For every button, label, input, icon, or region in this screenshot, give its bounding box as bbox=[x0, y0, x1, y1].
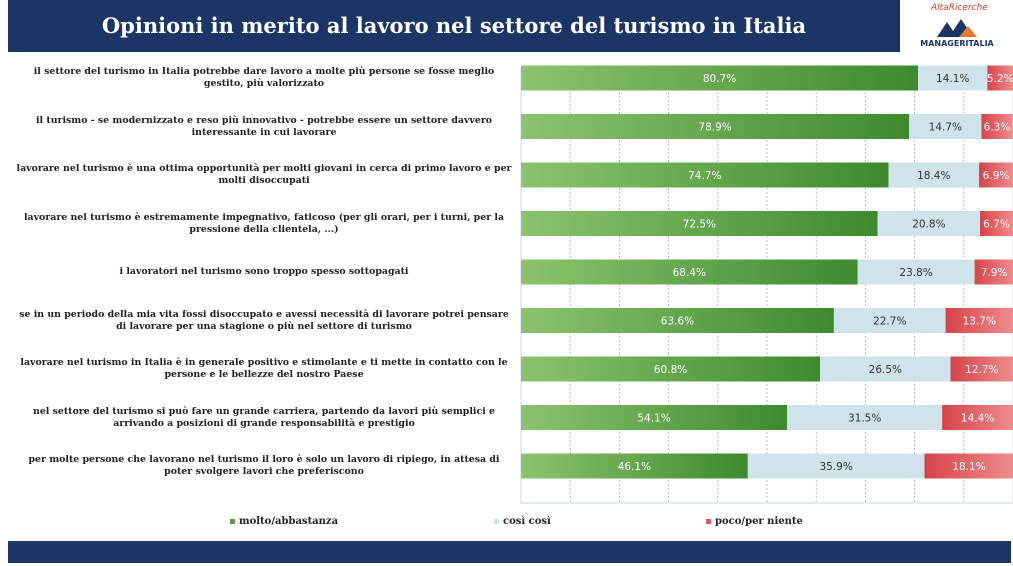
bar-cosi-cosi bbox=[833, 308, 946, 333]
gridlines bbox=[569, 68, 965, 503]
data-label: 14.4% bbox=[961, 413, 994, 425]
bar-poco-per-niente bbox=[974, 259, 1013, 285]
legend-swatch-red bbox=[706, 519, 711, 524]
bar-poco-per-niente bbox=[942, 405, 1013, 430]
bar-cosi-cosi bbox=[918, 65, 988, 91]
logo-manageritalia: MANAGERITALIA bbox=[920, 39, 994, 48]
bar-molto-abbastanza bbox=[521, 211, 878, 236]
bar-cosi-cosi bbox=[787, 405, 943, 430]
data-label: 26.5% bbox=[869, 364, 902, 376]
legend-item-molto: molto/abbastanza bbox=[230, 516, 338, 527]
bar-poco-per-niente bbox=[981, 114, 1013, 139]
logo-mark-icon bbox=[937, 19, 977, 37]
bar-molto-abbastanza bbox=[521, 162, 889, 188]
bar-poco-per-niente bbox=[987, 65, 1013, 91]
bar-molto-abbastanza bbox=[521, 453, 748, 479]
header-bar bbox=[8, 0, 900, 52]
data-label: 80.7% bbox=[703, 73, 736, 85]
data-label: 6.9% bbox=[983, 170, 1010, 182]
data-label: 54.1% bbox=[637, 413, 670, 425]
data-label: 6.3% bbox=[984, 122, 1011, 134]
bar-molto-abbastanza bbox=[521, 308, 834, 333]
data-label: 68.4% bbox=[673, 267, 706, 279]
legend-swatch-lightblue bbox=[494, 519, 499, 524]
bar-molto-abbastanza bbox=[521, 65, 919, 91]
legend-item-poco: poco/per niente bbox=[706, 516, 803, 527]
bar-molto-abbastanza bbox=[521, 259, 858, 285]
data-label: 12.7% bbox=[965, 364, 998, 376]
category-label: i lavoratori nel turismo sono troppo spe… bbox=[119, 266, 409, 277]
data-label: 23.8% bbox=[899, 267, 932, 279]
data-label: 14.7% bbox=[929, 122, 962, 134]
data-label: 22.7% bbox=[873, 316, 906, 328]
category-label: lavorare nel turismo in Italia è in gene… bbox=[20, 357, 508, 380]
bar-cosi-cosi bbox=[747, 453, 925, 479]
data-label: 72.5% bbox=[683, 219, 716, 231]
data-label: 7.9% bbox=[981, 267, 1008, 279]
bar-cosi-cosi bbox=[877, 211, 981, 236]
bars: 80.7% 14.1% 5.2% 78.9% 14.7% 6.3% 74.7% 18.4% 6.… bbox=[521, 65, 1013, 479]
bar-cosi-cosi bbox=[888, 162, 980, 188]
bar-cosi-cosi bbox=[820, 356, 951, 382]
data-label: 78.9% bbox=[698, 122, 731, 134]
data-label: 14.1% bbox=[936, 73, 969, 85]
bar-cosi-cosi bbox=[909, 114, 982, 139]
bar-poco-per-niente bbox=[980, 211, 1013, 236]
data-label: 20.8% bbox=[912, 219, 945, 231]
bar-poco-per-niente bbox=[924, 453, 1013, 479]
bar-molto-abbastanza bbox=[521, 114, 910, 139]
data-label: 5.2% bbox=[987, 73, 1013, 85]
category-label: per molte persone che lavorano nel turis… bbox=[28, 454, 500, 477]
legend-label: poco/per niente bbox=[715, 516, 803, 527]
data-label: 18.4% bbox=[917, 170, 950, 182]
bar-poco-per-niente bbox=[979, 162, 1013, 188]
bar-molto-abbastanza bbox=[521, 405, 788, 430]
data-label: 13.7% bbox=[963, 316, 996, 328]
data-label: 63.6% bbox=[661, 316, 694, 328]
data-label: 60.8% bbox=[654, 364, 687, 376]
bar-molto-abbastanza bbox=[521, 356, 821, 382]
category-label: lavorare nel turismo è una ottima opport… bbox=[16, 163, 512, 186]
footer-bar bbox=[8, 541, 1011, 563]
data-label: 18.1% bbox=[952, 461, 985, 473]
legend-label: molto/abbastanza bbox=[239, 516, 339, 527]
data-label: 46.1% bbox=[618, 461, 651, 473]
data-label: 74.7% bbox=[688, 170, 721, 182]
category-label: il turismo - se modernizzato e reso più … bbox=[35, 114, 493, 138]
legend-swatch-green bbox=[230, 519, 235, 524]
category-label: lavorare nel turismo è estremamente impe… bbox=[23, 211, 505, 235]
category-label: nel settore del turismo si può fare un g… bbox=[33, 405, 495, 429]
data-label: 6.7% bbox=[983, 219, 1010, 231]
data-label: 31.5% bbox=[848, 413, 881, 425]
legend-item-cosi: così così bbox=[494, 516, 551, 527]
legend-label: così così bbox=[503, 516, 551, 527]
logo-altaricerche: AltaRicerche bbox=[931, 3, 988, 13]
category-label: il settore del turismo in Italia potrebb… bbox=[33, 66, 495, 89]
category-label: se in un periodo della mia vita fossi di… bbox=[19, 308, 509, 332]
bar-cosi-cosi bbox=[857, 259, 975, 285]
bar-poco-per-niente bbox=[950, 356, 1013, 382]
data-label: 35.9% bbox=[819, 461, 852, 473]
page-title: Opinioni in merito al lavoro nel settore… bbox=[101, 13, 807, 38]
bar-poco-per-niente bbox=[945, 308, 1013, 333]
